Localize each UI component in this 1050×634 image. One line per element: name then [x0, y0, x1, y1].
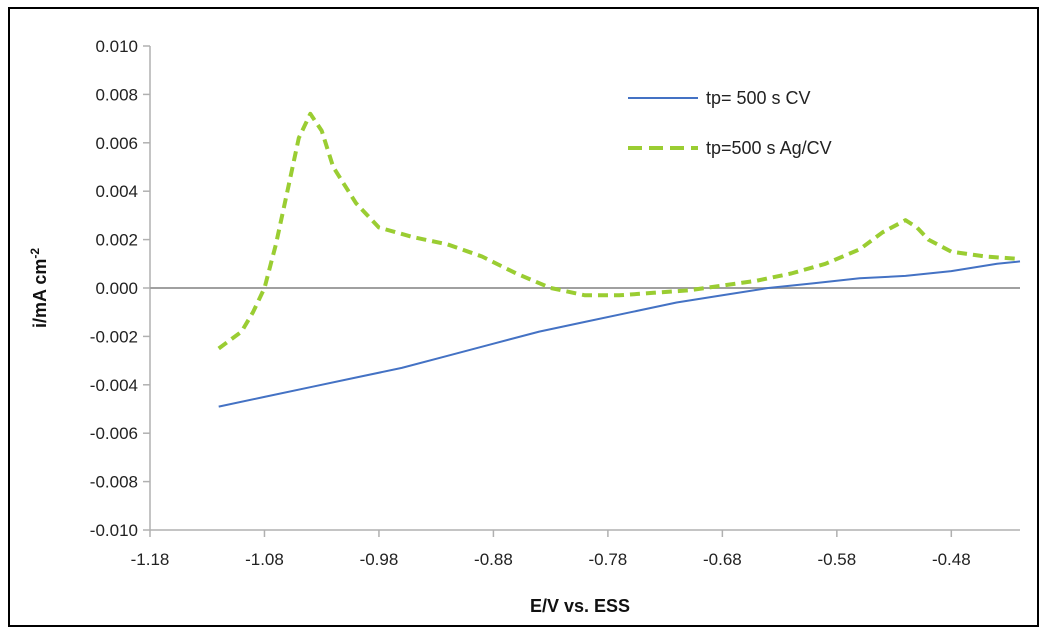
- x-tick-label: -0.48: [932, 550, 971, 569]
- y-tick-label: 0.004: [95, 182, 138, 201]
- y-tick-label: -0.004: [90, 376, 138, 395]
- x-tick-label: -0.58: [817, 550, 856, 569]
- legend: tp= 500 s CV tp=500 s Ag/CV: [628, 88, 832, 158]
- y-axis-title-main: i/mA cm: [30, 259, 50, 328]
- y-axis: 0.010 0.008 0.006 0.004 0.002 0.000 -0.002 -0.0…: [90, 37, 150, 540]
- y-tick-label: -0.002: [90, 327, 138, 346]
- y-tick-label: -0.008: [90, 473, 138, 492]
- y-tick-label: 0.008: [95, 85, 138, 104]
- x-tick-label: -1.08: [245, 550, 284, 569]
- x-tick-label: -0.68: [703, 550, 742, 569]
- x-axis-title: E/V vs. ESS: [530, 596, 630, 616]
- series-layer: [217, 111, 1021, 408]
- legend-label-ag-cv: tp=500 s Ag/CV: [706, 138, 832, 158]
- x-axis: -1.18 -1.08 -0.98 -0.88 -0.78 -0.68 -0.58 -0.48: [131, 529, 1020, 569]
- y-tick-label: -0.010: [90, 521, 138, 540]
- x-tick-label: -1.18: [131, 550, 170, 569]
- x-tick-label: -0.88: [474, 550, 513, 569]
- series-line-cv: [218, 260, 1021, 408]
- y-tick-label: 0.010: [95, 37, 138, 56]
- series-line-ag-cv: [217, 111, 1021, 351]
- x-tick-label: -0.98: [360, 550, 399, 569]
- chart-frame: [8, 7, 1039, 627]
- y-axis-title: i/mA cm-2: [28, 248, 50, 328]
- y-tick-label: 0.002: [95, 231, 138, 250]
- x-tick-label: -0.78: [589, 550, 628, 569]
- y-tick-label: 0.000: [95, 279, 138, 298]
- y-tick-label: -0.006: [90, 424, 138, 443]
- y-axis-title-sup: -2: [28, 248, 42, 259]
- legend-label-cv: tp= 500 s CV: [706, 88, 811, 108]
- y-tick-label: 0.006: [95, 134, 138, 153]
